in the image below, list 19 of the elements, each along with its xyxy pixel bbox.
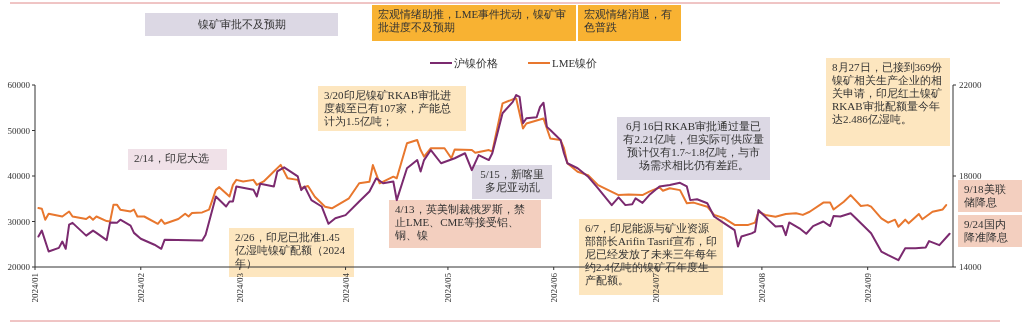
y2-tick-label: 18000 [959, 171, 982, 181]
y2-tick-label: 14000 [959, 262, 982, 272]
x-tick-label: 2024/03 [234, 272, 245, 303]
y-tick-label: 40000 [7, 171, 31, 181]
x-tick-label: 2024/04 [340, 272, 351, 303]
y-tick-label: 20000 [7, 262, 31, 272]
legend-label: 沪镍价格 [454, 57, 498, 69]
y-tick-label: 30000 [7, 216, 31, 227]
x-tick-label: 2024/01 [30, 273, 40, 303]
x-tick-label: 2024/09 [862, 272, 873, 303]
y-tick-label: 60000 [7, 80, 31, 90]
x-tick-label: 2024/02 [135, 273, 146, 303]
x-tick-label: 2024/08 [756, 272, 767, 303]
y-tick-label: 50000 [7, 125, 31, 136]
x-tick-label: 2024/06 [548, 272, 559, 303]
x-tick-label: 2024/07 [651, 272, 662, 303]
x-tick-label: 2024/05 [442, 272, 453, 303]
legend-label: LME镍价 [552, 57, 598, 69]
y2-tick-label: 22000 [959, 80, 982, 90]
